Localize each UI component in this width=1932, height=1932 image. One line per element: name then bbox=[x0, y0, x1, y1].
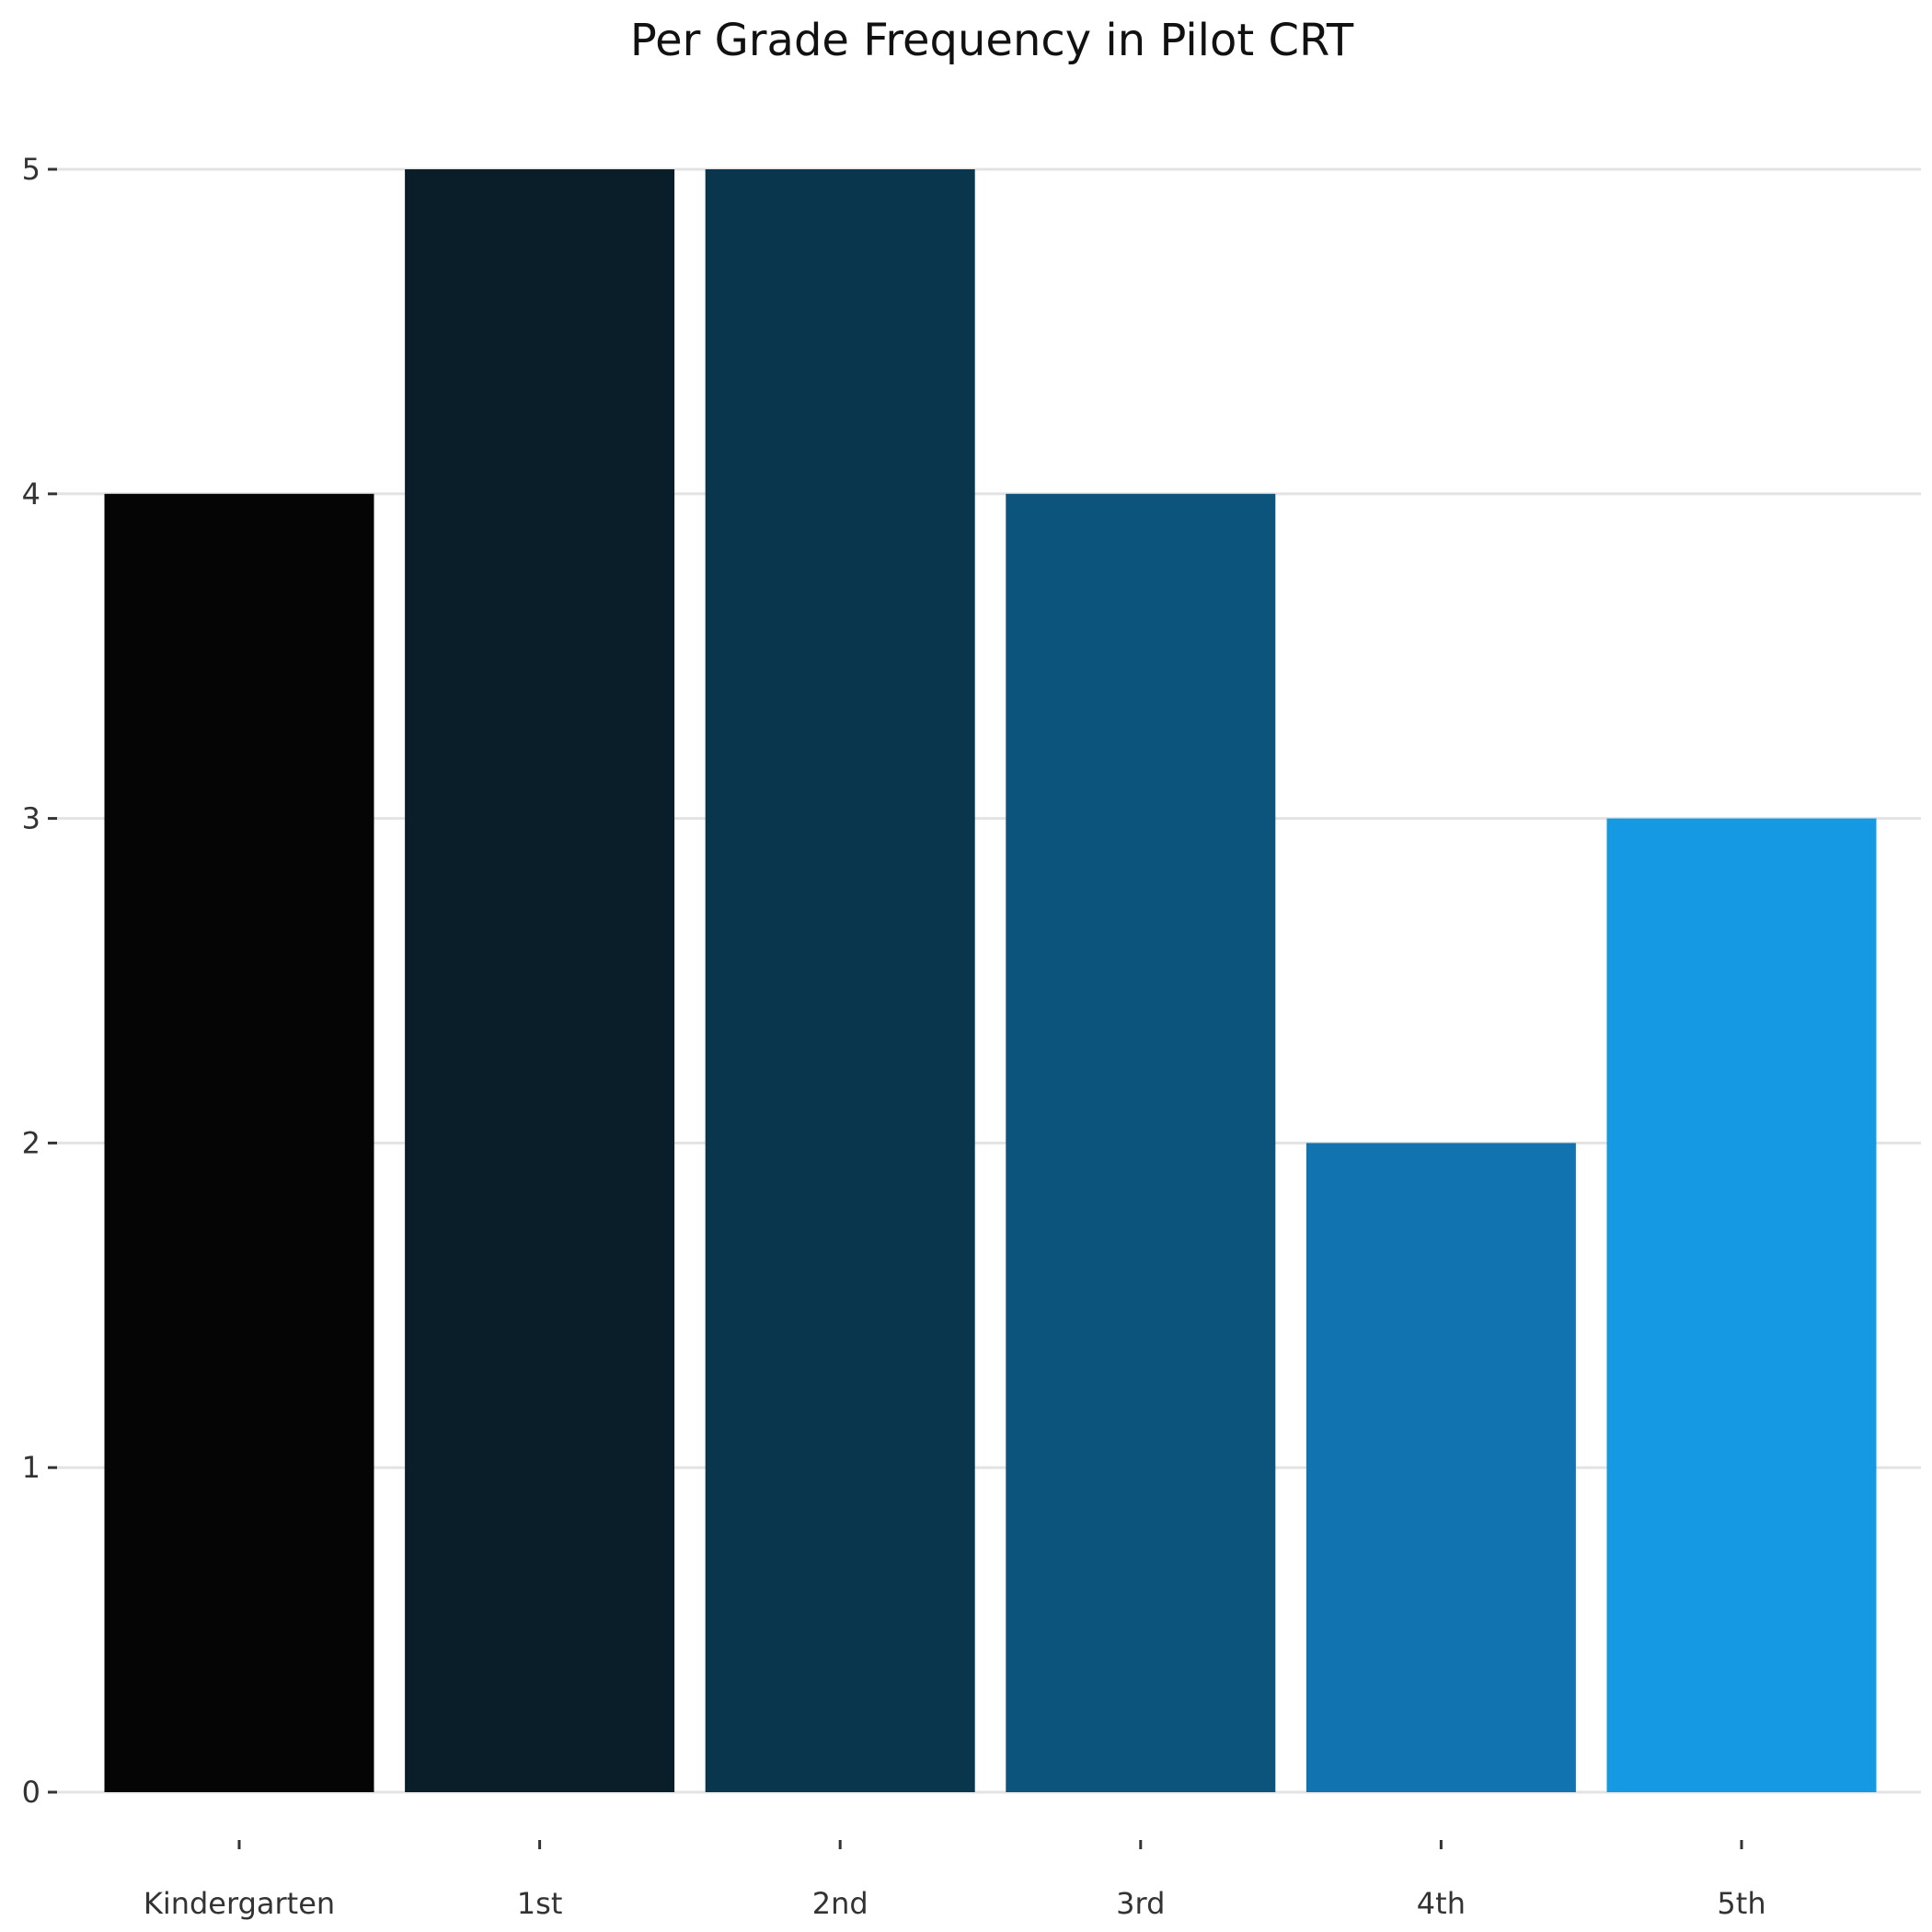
x-axis: Kindergarten 1st 2nd 3rd 4th 5th bbox=[144, 1840, 1766, 1921]
bar-3rd bbox=[1006, 493, 1276, 1792]
x-tick-label: 4th bbox=[1417, 1886, 1466, 1921]
bar-5th bbox=[1606, 818, 1877, 1792]
x-tick-label: 5th bbox=[1717, 1886, 1765, 1921]
bar-4th bbox=[1305, 1143, 1576, 1792]
x-tick-label: 3rd bbox=[1116, 1886, 1165, 1921]
y-axis: 0 1 2 3 4 5 bbox=[22, 152, 57, 1810]
y-tick-label: 5 bbox=[22, 152, 40, 187]
bar-1st bbox=[405, 169, 675, 1792]
y-tick-label: 0 bbox=[22, 1775, 40, 1810]
y-tick-label: 4 bbox=[22, 477, 40, 512]
y-tick-label: 2 bbox=[22, 1125, 40, 1160]
x-tick-label: 1st bbox=[517, 1886, 563, 1921]
y-tick-label: 3 bbox=[22, 801, 40, 836]
x-tick-label: Kindergarten bbox=[144, 1886, 335, 1921]
y-tick-label: 1 bbox=[22, 1450, 40, 1485]
bars bbox=[104, 169, 1877, 1792]
x-tick-label: 2nd bbox=[812, 1886, 868, 1921]
bar-kindergarten bbox=[104, 493, 374, 1792]
chart-title: Per Grade Frequency in Pilot CRT bbox=[630, 15, 1354, 66]
bar-2nd bbox=[705, 169, 975, 1792]
